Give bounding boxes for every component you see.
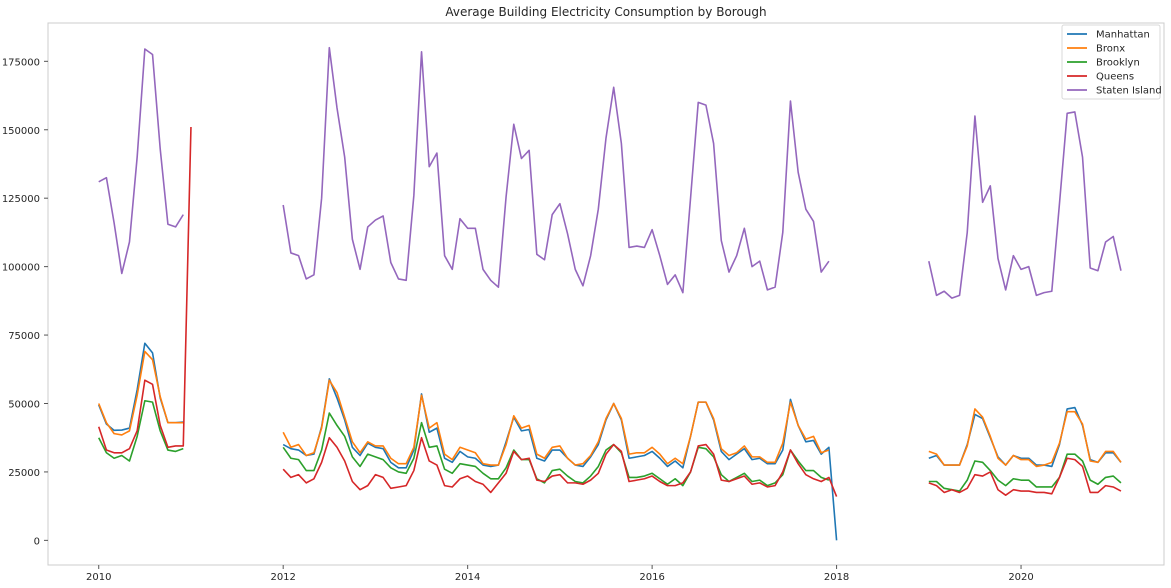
series-line-queens [928, 457, 1122, 496]
x-tick-label: 2020 [1008, 572, 1033, 583]
y-axis: 0 25000 50000 75000 100000 125000 150000 175000 [2, 57, 48, 547]
x-tick-label: 2012 [270, 572, 295, 583]
series-line-staten-island [282, 46, 830, 294]
y-tick-label: 150000 [2, 126, 40, 137]
plot-area [47, 22, 1165, 566]
series-line-manhattan [282, 378, 838, 541]
series-line-queens [97, 127, 192, 454]
series-line-staten-island [98, 48, 184, 275]
chart-title: Average Building Electricity Consumption… [445, 5, 766, 19]
y-tick-label: 75000 [8, 331, 40, 342]
y-tick-label: 0 [34, 536, 40, 547]
y-tick-label: 175000 [2, 57, 40, 68]
legend-label-staten-island: Staten Island [1096, 86, 1162, 97]
legend-label-bronx: Bronx [1096, 44, 1125, 55]
series-line-bronx [928, 408, 1122, 468]
legend-label-brooklyn: Brooklyn [1096, 58, 1140, 69]
x-tick-label: 2014 [455, 572, 480, 583]
series-line-queens [282, 436, 838, 497]
series-line-brooklyn [282, 412, 830, 487]
series-line-staten-island [928, 111, 1122, 299]
series-line-bronx [282, 379, 830, 466]
legend-label-queens: Queens [1096, 72, 1134, 83]
series-line-bronx [97, 350, 184, 436]
y-tick-label: 100000 [2, 263, 40, 274]
x-tick-label: 2016 [639, 572, 664, 583]
legend: Manhattan Bronx Brooklyn Queens Staten Islan… [1061, 24, 1162, 100]
x-axis: 2010 2012 2014 2016 2018 2020 [86, 565, 1034, 583]
series-line-brooklyn [928, 453, 1122, 492]
series-lines [97, 46, 1122, 541]
y-tick-label: 25000 [8, 468, 40, 479]
legend-box [1061, 24, 1161, 100]
legend-label-manhattan: Manhattan [1096, 30, 1150, 41]
series-line-brooklyn [98, 399, 184, 462]
y-tick-label: 50000 [8, 399, 40, 410]
x-tick-label: 2018 [824, 572, 849, 583]
x-tick-label: 2010 [86, 572, 111, 583]
y-tick-label: 125000 [2, 194, 40, 205]
